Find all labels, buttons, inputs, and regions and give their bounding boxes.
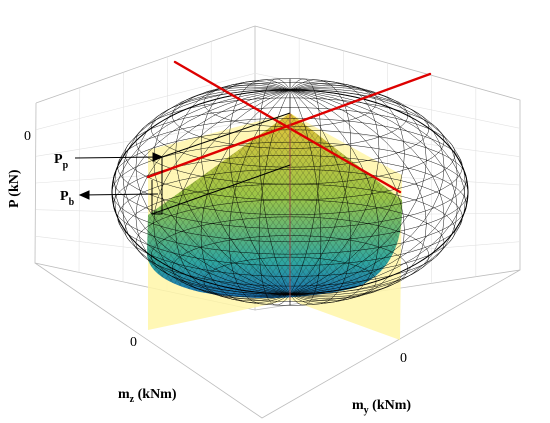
red-lines — [146, 60, 432, 194]
surface-mesh-line — [147, 113, 153, 299]
ellipsoid-meridian — [289, 82, 405, 295]
surface-fill — [147, 113, 403, 299]
pp-label: Pp — [54, 152, 69, 171]
surface-mesh-line — [0, 100, 128, 320]
my-axis-label: my (kNm) — [352, 398, 411, 416]
ellipsoid-meridian — [153, 89, 291, 300]
surface-mesh-line — [0, 100, 122, 320]
pp-arrow-line — [74, 156, 161, 159]
ellipsoid-meridian — [114, 89, 291, 295]
pb-arrow-line — [81, 193, 159, 196]
grid-line — [35, 73, 521, 130]
surface-mesh-line — [454, 100, 550, 320]
pb-label: Pb — [60, 189, 75, 208]
surface-mesh-line — [0, 100, 38, 320]
colored-interaction-surface — [0, 100, 550, 320]
mz-tick-zero: 0 — [130, 335, 137, 350]
surface-mesh-line — [0, 100, 20, 320]
surface-mesh-line — [442, 100, 550, 320]
ellipsoid-meridian — [135, 89, 291, 298]
surface-mesh-line — [399, 113, 403, 299]
surface-mesh-line — [291, 113, 403, 299]
surface-mesh-line — [279, 113, 403, 299]
grid-line — [35, 120, 521, 157]
surface-mesh-line — [412, 100, 550, 320]
my-tick-zero: 0 — [400, 351, 407, 366]
surface-mesh-line — [0, 100, 38, 320]
surface-mesh-line — [0, 100, 128, 320]
surface-mesh-line — [393, 113, 403, 299]
ellipsoid-meridian — [258, 78, 291, 295]
surface-mesh-line — [0, 100, 26, 320]
surface-mesh-line — [448, 100, 550, 320]
ellipsoid-meridian — [289, 89, 380, 303]
surface-mesh-line — [177, 113, 339, 299]
pp-arrow-head — [152, 152, 164, 162]
ellipsoid-meridian — [122, 88, 291, 295]
ellipsoid-meridian — [122, 89, 291, 296]
surface-mesh-line — [0, 100, 26, 320]
ellipsoid-meridian — [114, 89, 291, 295]
ellipsoid-meridian — [289, 89, 458, 296]
surface-mesh-line — [159, 113, 321, 299]
pp-diagonal — [161, 112, 291, 158]
surface-mesh-line — [436, 100, 550, 320]
ellipsoid-meridian — [289, 79, 352, 295]
surface-mesh-line — [424, 100, 550, 320]
surface-mesh-line — [448, 100, 550, 320]
surface-mesh-line — [147, 113, 153, 299]
surface-mesh-line — [0, 100, 122, 320]
surface-mesh-line — [333, 113, 403, 299]
floor-front-edges — [34, 262, 521, 419]
red-line-mz-direction — [146, 72, 432, 179]
surface-mesh-line — [147, 113, 309, 299]
surface-mesh-line — [0, 100, 134, 320]
annotation-arrows — [74, 112, 291, 215]
ellipsoid-meridian — [289, 89, 405, 302]
surface-mesh-line — [454, 100, 550, 320]
surface-mesh-line — [147, 113, 207, 299]
pp-bracket — [151, 157, 163, 215]
surface-mesh-line — [406, 100, 550, 320]
surface-mesh-line — [297, 113, 403, 299]
pb-diagonal — [151, 164, 291, 215]
surface-mesh-line — [273, 113, 403, 299]
ellipsoid-meridian — [289, 89, 466, 295]
surface-mesh-line — [406, 100, 550, 320]
mz-axis-label: mz (kNm) — [118, 387, 177, 405]
surface-mesh-line — [0, 100, 134, 320]
p-tick-zero: 0 — [24, 129, 31, 144]
surface-mesh-line — [147, 113, 225, 299]
surface-mesh-line — [442, 100, 550, 320]
surface-mesh-line — [303, 113, 403, 299]
ellipsoid-meridian — [289, 86, 445, 295]
p-axis-label: P (kN) — [7, 169, 22, 208]
surface-mesh-line — [424, 100, 550, 320]
surface-mesh-line — [387, 113, 403, 299]
ellipsoid-meridian — [228, 79, 291, 295]
ellipsoid-meridian — [200, 81, 291, 295]
ellipsoid-meridian — [289, 89, 322, 306]
surface-mesh-line — [387, 113, 403, 299]
ellipsoid-meridian — [175, 82, 291, 295]
ellipsoid-meridian — [289, 78, 322, 295]
ellipsoid-meridian — [289, 89, 466, 295]
pb-arrow-head — [78, 190, 90, 200]
top-left-edge — [35, 25, 256, 104]
surface-mesh-line — [399, 113, 403, 299]
surface-mesh-line — [436, 100, 550, 320]
surface-mesh-line — [412, 100, 550, 320]
ellipsoid-meridian — [289, 81, 380, 295]
surface-mesh-line — [0, 100, 74, 320]
surface-mesh-line — [393, 113, 403, 299]
ellipsoid-meridian — [200, 89, 291, 303]
ellipsoid-meridian — [258, 89, 291, 306]
surface-mesh-line — [0, 100, 74, 320]
surface-mesh-line — [153, 113, 315, 299]
surface-mesh-line — [0, 100, 20, 320]
ellipsoid-meridian — [175, 89, 291, 302]
ellipsoid-meridian — [289, 84, 427, 295]
